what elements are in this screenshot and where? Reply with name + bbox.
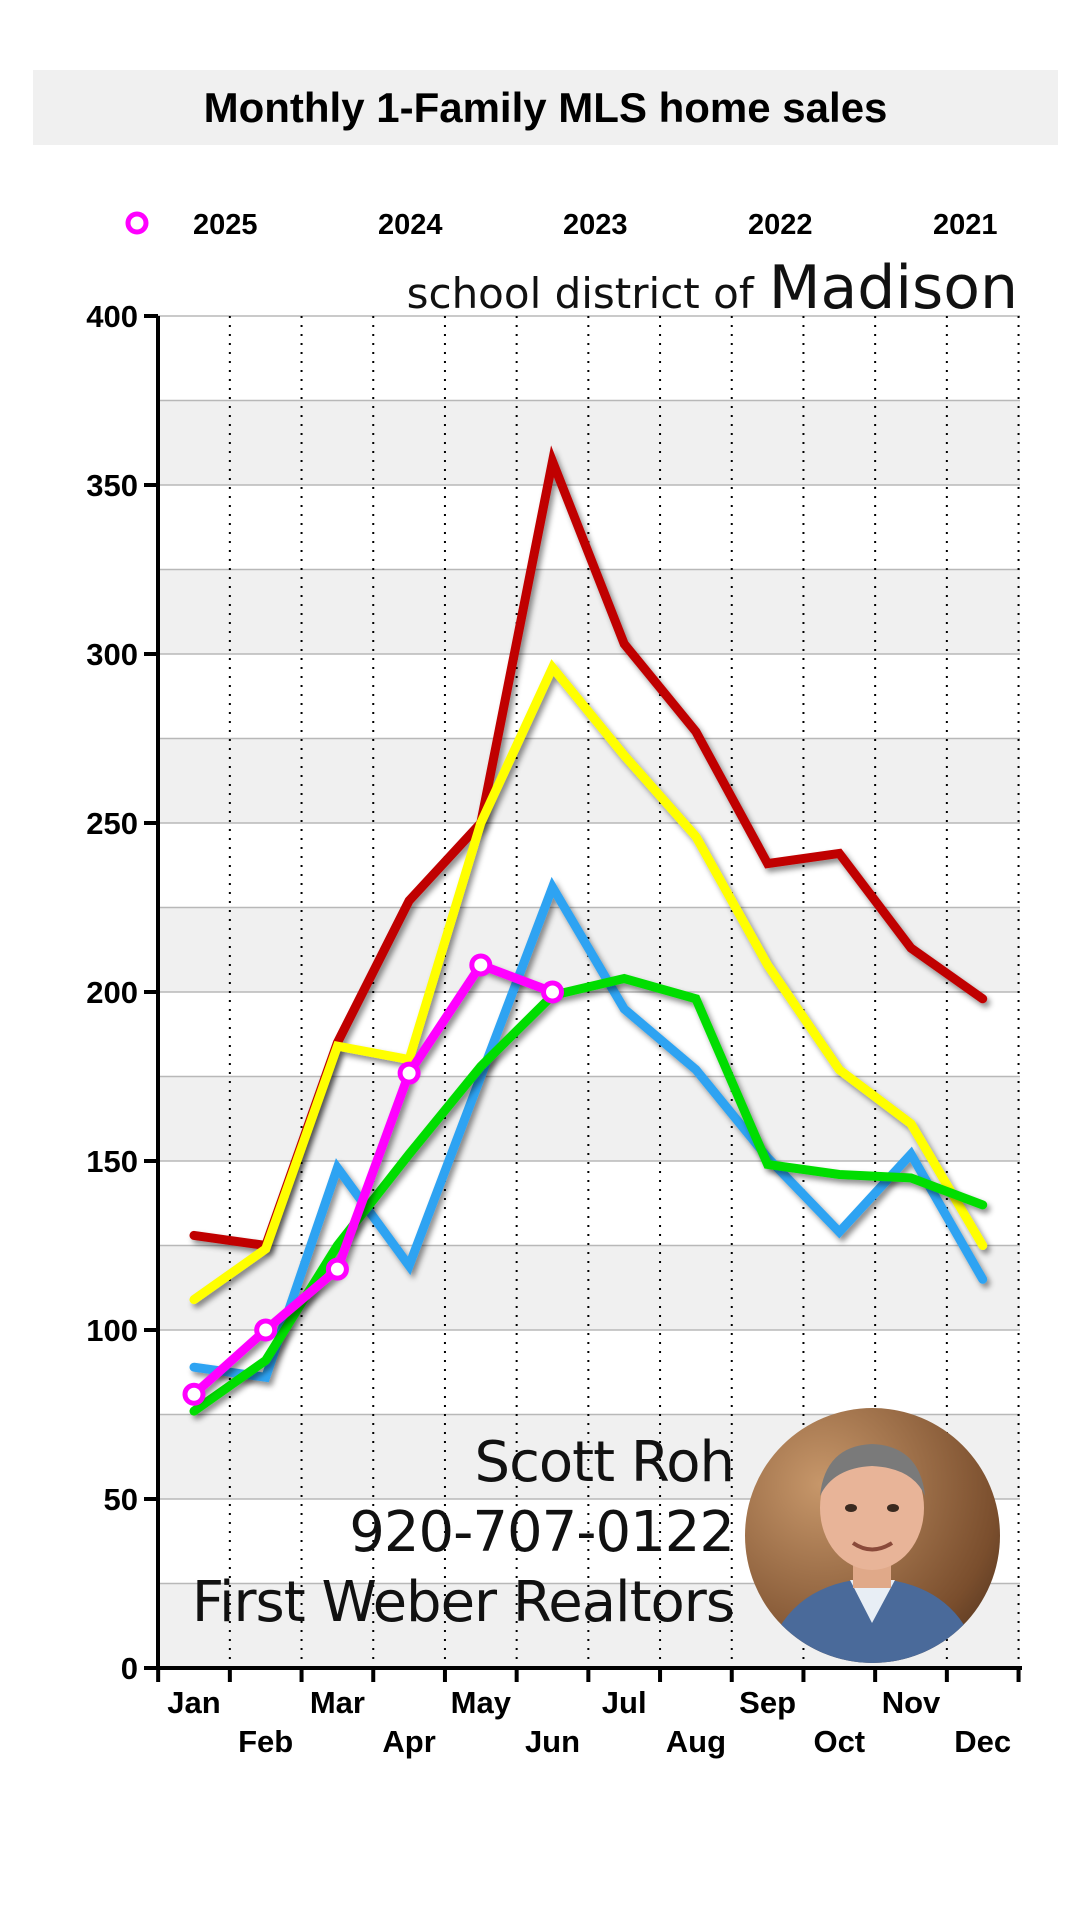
y-tick-label: 350 [86, 468, 138, 503]
x-tick-label: May [451, 1685, 512, 1720]
subtitle-place: Madison [769, 253, 1018, 323]
data-point-2025 [469, 953, 493, 977]
agent-photo [745, 1408, 1000, 1663]
x-tick-label: Sep [739, 1685, 796, 1720]
series-line-2025 [189, 959, 557, 1399]
subtitle-prefix: school district of [407, 269, 755, 318]
grid-band [158, 738, 1020, 823]
grid-band [158, 569, 1020, 654]
x-tick-label: Jul [602, 1685, 647, 1720]
x-tick-label: Oct [813, 1724, 865, 1759]
data-point-2025 [541, 980, 564, 1004]
series-line-2024 [189, 973, 988, 1416]
legend-label-2022: 2022 [748, 209, 813, 241]
y-tick-label: 0 [121, 1651, 138, 1686]
contact-phone: 920-707-0122 [349, 1500, 735, 1565]
y-tick-label: 200 [86, 975, 138, 1010]
chart-subtitle: school district of Madison [407, 253, 1018, 323]
x-tick-label: Dec [954, 1724, 1011, 1759]
x-tick-label: Aug [666, 1724, 726, 1759]
legend-label-2025: 2025 [193, 209, 258, 241]
data-point-2025 [397, 1061, 421, 1085]
x-tick-label: Apr [382, 1724, 435, 1759]
y-tick-label: 100 [86, 1313, 138, 1348]
data-point-2025 [182, 1382, 206, 1406]
series-line-2022 [189, 659, 988, 1305]
y-tick-label: 400 [86, 299, 138, 334]
legend-label-2021: 2021 [933, 209, 998, 241]
legend-label-2023: 2023 [563, 209, 628, 241]
series-line-2023 [189, 876, 988, 1383]
chart-title: Monthly 1-Family MLS home sales [203, 83, 888, 131]
y-tick-label: 250 [86, 806, 138, 841]
contact-company: First Weber Realtors [191, 1570, 735, 1635]
contact-name: Scott Roh [474, 1430, 735, 1495]
data-point-2025 [254, 1318, 278, 1342]
x-tick-label: Jan [167, 1685, 220, 1720]
data-point-2025 [325, 1257, 349, 1281]
y-tick-label: 300 [86, 637, 138, 672]
y-tick-label: 50 [104, 1482, 138, 1517]
person-icon [765, 1444, 980, 1663]
y-tick-label: 150 [86, 1144, 138, 1179]
legend-marker-2025 [125, 211, 149, 235]
title-band: Monthly 1-Family MLS home sales [33, 70, 1058, 145]
legend-label-2024: 2024 [378, 209, 443, 241]
x-tick-label: Jun [525, 1724, 580, 1759]
x-tick-label: Feb [238, 1724, 293, 1759]
x-tick-label: Mar [310, 1685, 365, 1720]
x-tick-label: Nov [882, 1685, 941, 1720]
